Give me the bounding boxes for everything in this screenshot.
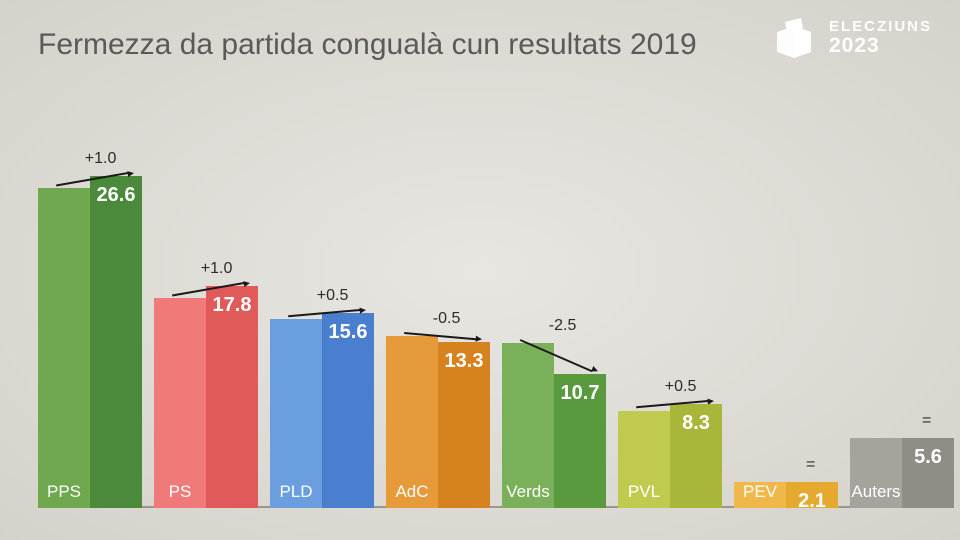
bar-curr: 17.8 xyxy=(206,286,258,509)
bar-group-pvl: PVL 8.3 xyxy=(618,404,722,508)
bar-group-ps: PS 17.8 xyxy=(154,286,258,509)
bar-curr: 8.3 xyxy=(670,404,722,508)
party-label: PVL xyxy=(618,482,670,502)
delta-text: = xyxy=(922,412,931,430)
party-label: PPS xyxy=(38,482,90,502)
bar-prev: Auters xyxy=(850,438,902,508)
delta-text: -2.5 xyxy=(549,317,577,335)
party-label: PEV xyxy=(734,482,786,502)
party-label: PS xyxy=(154,482,206,502)
bar-curr: 15.6 xyxy=(322,313,374,508)
bar-chart: PPS 26.6 +1.0 PS 17.8 +1.0 PLD 15.6 +0.5 AdC 13.3 -… xyxy=(38,98,922,508)
delta-text: +1.0 xyxy=(201,260,233,278)
delta-text: +0.5 xyxy=(317,287,349,305)
bar-prev: AdC xyxy=(386,336,438,509)
bar-group-pld: PLD 15.6 xyxy=(270,313,374,508)
bar-curr: 5.6 xyxy=(902,438,954,508)
delta-indicator: +0.5 xyxy=(270,98,374,138)
delta-indicator: -2.5 xyxy=(502,98,606,138)
bar-group-adc: AdC 13.3 xyxy=(386,336,490,509)
bar-group-verds: Verds 10.7 xyxy=(502,343,606,508)
delta-text: = xyxy=(806,456,815,474)
bar-group-pps: PPS 26.6 xyxy=(38,176,142,509)
ballot-box-icon xyxy=(771,18,817,58)
value-label: 17.8 xyxy=(206,294,258,317)
delta-text: -0.5 xyxy=(433,310,461,328)
party-label: Verds xyxy=(502,482,554,502)
delta-indicator: +1.0 xyxy=(154,98,258,138)
delta-text: +1.0 xyxy=(85,150,117,168)
delta-text: +0.5 xyxy=(665,378,697,396)
party-label: Auters xyxy=(850,482,902,502)
bar-prev: PLD xyxy=(270,319,322,508)
bar-prev: PVL xyxy=(618,411,670,509)
bar-prev: PEV xyxy=(734,482,786,508)
value-label: 8.3 xyxy=(670,412,722,435)
bar-curr: 13.3 xyxy=(438,342,490,508)
party-label: PLD xyxy=(270,482,322,502)
value-label: 10.7 xyxy=(554,382,606,405)
bar-prev: PPS xyxy=(38,188,90,508)
delta-indicator: +0.5 xyxy=(618,98,722,138)
logo-line1: ELECZIUNS xyxy=(829,19,932,35)
bar-group-auters: Auters5.6 xyxy=(850,438,954,508)
bar-prev: PS xyxy=(154,298,206,508)
bar-curr: 10.7 xyxy=(554,374,606,508)
value-label: 13.3 xyxy=(438,350,490,373)
delta-indicator: -0.5 xyxy=(386,98,490,138)
chart-title: Fermezza da partida congualà cun resulta… xyxy=(38,28,697,62)
value-label: 15.6 xyxy=(322,321,374,344)
bar-group-pev: PEV2.1 xyxy=(734,482,838,508)
bar-curr: 2.1 xyxy=(786,482,838,508)
delta-indicator: = xyxy=(734,98,838,138)
logo-line2: 2023 xyxy=(829,35,932,57)
party-label: AdC xyxy=(386,482,438,502)
bar-curr: 26.6 xyxy=(90,176,142,509)
election-logo: ELECZIUNS 2023 xyxy=(771,18,932,58)
logo-text: ELECZIUNS 2023 xyxy=(829,19,932,57)
value-label: 2.1 xyxy=(786,490,838,513)
bar-prev: Verds xyxy=(502,343,554,508)
delta-indicator: +1.0 xyxy=(38,98,142,138)
delta-indicator: = xyxy=(850,98,954,138)
value-label: 26.6 xyxy=(90,184,142,207)
value-label: 5.6 xyxy=(902,446,954,469)
